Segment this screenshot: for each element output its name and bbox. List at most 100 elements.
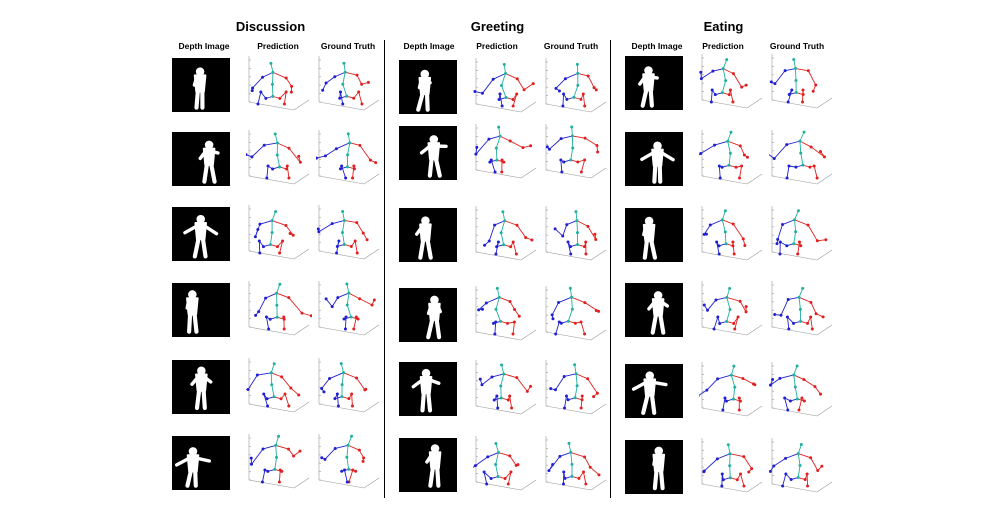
joint — [323, 457, 327, 461]
joint — [728, 464, 732, 468]
bone — [730, 365, 735, 376]
joint — [292, 454, 296, 458]
joint — [491, 77, 495, 81]
bone — [278, 469, 281, 483]
joint — [811, 89, 815, 93]
bone — [276, 292, 289, 299]
joint — [496, 240, 500, 244]
joint — [503, 477, 507, 481]
bone — [342, 232, 345, 245]
joint — [264, 296, 268, 300]
joint — [574, 372, 578, 376]
joint — [575, 231, 579, 235]
bone — [482, 78, 494, 94]
joint — [739, 472, 743, 476]
joint — [355, 221, 359, 225]
skeleton — [773, 286, 825, 331]
skeleton — [699, 58, 748, 104]
joint — [262, 143, 266, 147]
plot-axes — [248, 130, 310, 185]
joint — [259, 90, 263, 94]
joint — [512, 320, 516, 324]
joint — [282, 327, 286, 331]
joint — [271, 94, 275, 98]
joint — [352, 167, 356, 171]
joint — [275, 455, 279, 459]
joint — [798, 464, 802, 468]
bone — [516, 224, 527, 238]
bone — [496, 288, 500, 298]
bone — [483, 471, 488, 485]
bone — [283, 91, 287, 105]
bone — [770, 378, 781, 386]
prediction-plot — [699, 126, 765, 188]
joint — [778, 376, 782, 380]
joint — [579, 97, 583, 101]
bone — [281, 376, 292, 389]
joint — [354, 315, 358, 319]
bone — [259, 220, 273, 225]
joint — [781, 223, 785, 227]
joint — [793, 218, 797, 222]
joint — [494, 307, 498, 311]
column-header-depth-image: Depth Image — [178, 41, 230, 51]
joint — [270, 231, 274, 235]
joint — [354, 469, 358, 473]
bone — [356, 377, 366, 391]
joint — [482, 470, 486, 474]
skeleton — [254, 282, 312, 331]
person-silhouette — [631, 371, 668, 415]
ground-truth-plot — [316, 430, 382, 492]
plot-axes — [545, 58, 607, 113]
joint — [283, 392, 287, 396]
joint — [333, 446, 337, 450]
bone — [549, 138, 562, 150]
joint — [352, 164, 356, 168]
bone — [270, 63, 274, 73]
ground-truth-plot — [769, 50, 835, 112]
plot-axes — [545, 206, 607, 261]
joint — [821, 315, 825, 319]
joint — [275, 291, 279, 295]
bone — [478, 302, 487, 311]
joint — [246, 153, 248, 157]
joint — [793, 67, 797, 71]
joint — [786, 297, 790, 301]
bone — [325, 148, 337, 157]
joint — [270, 219, 274, 223]
plot-axes — [475, 286, 537, 341]
joint — [257, 310, 261, 314]
bone — [271, 220, 287, 226]
bone — [717, 374, 732, 380]
bone — [569, 288, 573, 298]
bone — [504, 220, 518, 226]
joint — [744, 310, 748, 314]
joint — [562, 470, 566, 474]
joint — [808, 165, 812, 169]
joint — [797, 240, 801, 244]
joint — [491, 321, 495, 325]
ground-truth-plot — [769, 277, 835, 339]
joint — [576, 83, 580, 87]
bone — [580, 395, 583, 409]
joint — [557, 89, 561, 93]
depth-image — [625, 208, 683, 262]
bone — [495, 135, 501, 149]
bone — [570, 147, 574, 161]
joint — [270, 383, 274, 387]
joint — [794, 230, 798, 234]
joint — [579, 406, 583, 410]
bone — [252, 76, 263, 89]
plot-axes — [318, 130, 380, 185]
bone — [570, 451, 585, 458]
bone — [325, 298, 333, 307]
ground-truth-plot — [769, 202, 835, 264]
joint — [374, 161, 378, 165]
joint — [731, 397, 735, 401]
joint — [750, 467, 754, 471]
plot-axes — [771, 206, 833, 261]
bone — [800, 153, 804, 166]
joint — [284, 90, 288, 94]
skeleton — [477, 286, 521, 336]
joint — [575, 62, 579, 66]
